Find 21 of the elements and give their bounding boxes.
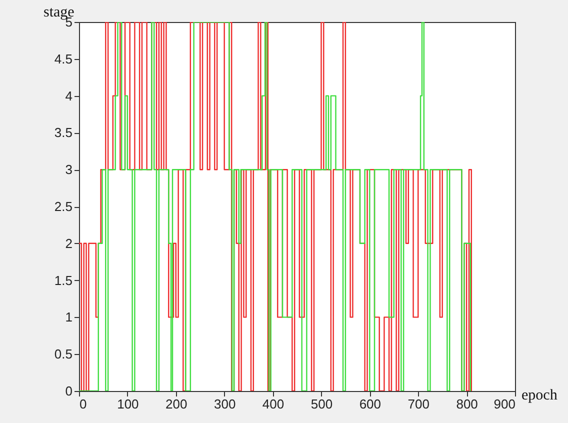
x-axis-title: epoch (522, 388, 558, 404)
x-tick-label: 300 (214, 396, 236, 412)
y-tick-label: 2 (65, 236, 72, 251)
x-tick-label: 100 (117, 396, 139, 412)
y-tick-label: 4.5 (54, 51, 72, 66)
x-tick-label: 900 (494, 396, 516, 412)
x-tick-label: 800 (456, 396, 478, 412)
y-tick-label: 1.5 (54, 272, 72, 288)
y-tick-label: 4 (65, 88, 72, 104)
x-tick-label: 0 (80, 396, 87, 412)
x-tick-label: 700 (408, 396, 430, 412)
y-tick-label: 1 (65, 310, 72, 325)
x-tick-label: 200 (166, 396, 188, 412)
x-tick-label: 400 (262, 396, 284, 412)
y-tick-label: 0.5 (54, 346, 72, 362)
y-tick-label: 3.5 (54, 125, 72, 140)
x-tick-label: 500 (310, 396, 333, 412)
x-tick-label: 600 (359, 396, 382, 412)
y-tick-label: 3 (65, 162, 72, 178)
y-tick-label: 0 (65, 384, 72, 398)
y-tick-label: 2.5 (54, 199, 72, 214)
